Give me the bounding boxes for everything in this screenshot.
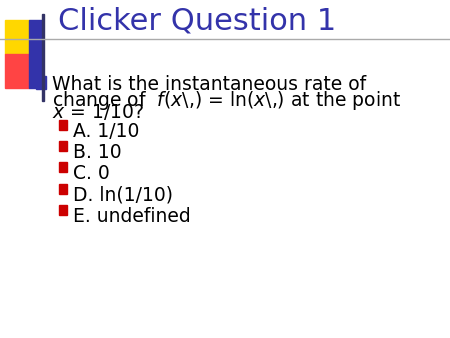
Text: D. ln(1/10): D. ln(1/10) <box>73 185 173 204</box>
Bar <box>58 141 67 151</box>
Bar <box>36 76 46 89</box>
Text: B. 10: B. 10 <box>73 143 122 162</box>
Bar <box>4 54 29 88</box>
Text: Clicker Question 1: Clicker Question 1 <box>58 6 337 35</box>
Text: $x$ = 1/10?: $x$ = 1/10? <box>52 102 144 122</box>
Bar <box>29 20 42 88</box>
Text: E. undefined: E. undefined <box>73 207 191 226</box>
Text: A. 1/10: A. 1/10 <box>73 122 140 141</box>
Bar <box>42 14 44 101</box>
Bar <box>58 162 67 172</box>
Bar <box>58 120 67 130</box>
Text: What is the instantaneous rate of: What is the instantaneous rate of <box>52 75 366 94</box>
Text: change of  $f$($x$\,) = ln($x$\,) at the point: change of $f$($x$\,) = ln($x$\,) at the … <box>52 89 401 112</box>
Bar <box>58 184 67 194</box>
Bar <box>4 20 29 54</box>
Bar <box>58 205 67 215</box>
Text: C. 0: C. 0 <box>73 164 110 183</box>
